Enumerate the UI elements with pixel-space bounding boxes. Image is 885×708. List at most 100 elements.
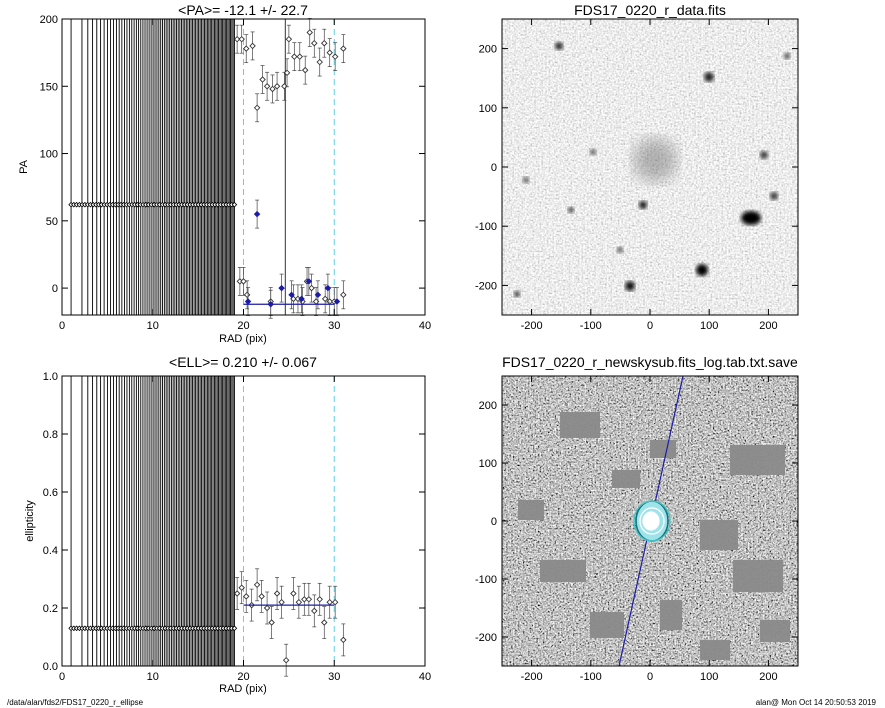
data-image-y-axis: -200 -100 0 100 200 xyxy=(475,44,798,292)
highlight-point xyxy=(333,298,341,305)
pa-x-axis: 0 10 20 30 40 xyxy=(59,19,431,332)
data-point xyxy=(269,85,276,93)
data-point xyxy=(282,656,290,664)
x-tick-label: 0 xyxy=(59,320,65,332)
skysub-image-x-axis: -200 -100 0 100 200 xyxy=(521,376,778,683)
ell-x-axis: 0 10 20 30 40 xyxy=(59,376,431,683)
data-point xyxy=(273,83,281,90)
data-point xyxy=(291,53,298,60)
data-point xyxy=(263,604,271,612)
data-point xyxy=(340,45,347,52)
y-tick-label: -200 xyxy=(475,632,497,644)
y-tick-label: 0.2 xyxy=(43,603,58,615)
x-tick-label: 30 xyxy=(328,320,340,332)
data-point xyxy=(263,83,271,90)
x-tick-label: 40 xyxy=(419,320,431,332)
pa-plot-area xyxy=(68,18,347,319)
data-point xyxy=(306,29,313,36)
data-point xyxy=(242,593,250,600)
data-point xyxy=(249,42,256,50)
x-tick-label: 40 xyxy=(419,671,431,683)
x-tick-label: -100 xyxy=(580,320,602,332)
data-point xyxy=(331,53,339,60)
skysub-image xyxy=(502,376,798,666)
x-tick-label: -200 xyxy=(521,320,543,332)
data-point xyxy=(340,291,347,299)
pa-y-axis: 0 50 100 150 200 xyxy=(40,14,425,295)
highlight-point xyxy=(324,284,332,292)
ell-x-label: RAD (pix) xyxy=(219,683,267,695)
data-point xyxy=(340,636,347,644)
x-tick-label: -100 xyxy=(580,671,602,683)
pa-x-label: RAD (pix) xyxy=(219,333,267,345)
data-point xyxy=(311,39,318,47)
x-tick-label: 10 xyxy=(147,671,159,683)
x-tick-label: 20 xyxy=(237,320,249,332)
y-tick-label: -100 xyxy=(475,221,497,233)
data-point xyxy=(238,584,245,591)
y-tick-label: 100 xyxy=(40,149,58,161)
data-point xyxy=(268,619,275,626)
data-point xyxy=(326,598,333,606)
y-tick-label: 50 xyxy=(46,216,58,228)
data-point xyxy=(326,49,333,56)
pa-panel: <PA>= -12.1 +/- 22.7 0 10 20 30 40 0 50 100 150… xyxy=(18,2,431,345)
isophote-contours xyxy=(633,500,671,542)
data-point xyxy=(278,598,285,606)
data-point xyxy=(321,619,328,626)
highlight-point xyxy=(305,278,313,285)
data-image-x-axis: -200 -100 0 100 200 xyxy=(521,19,778,332)
y-tick-label: 0.8 xyxy=(43,429,58,441)
data-point xyxy=(316,596,323,603)
ell-plot-area xyxy=(68,376,347,677)
highlight-point xyxy=(314,291,322,299)
inner-point xyxy=(231,201,238,208)
data-point xyxy=(312,298,320,305)
y-tick-label: -200 xyxy=(475,280,497,292)
data-point xyxy=(301,66,309,74)
data-point xyxy=(290,590,297,597)
x-tick-label: 100 xyxy=(700,320,718,332)
data-image xyxy=(502,19,798,315)
pa-title: <PA>= -12.1 +/- 22.7 xyxy=(178,2,308,18)
highlight-point xyxy=(278,284,285,292)
data-point xyxy=(242,45,250,52)
data-point xyxy=(240,278,247,285)
pa-y-label: PA xyxy=(18,159,30,174)
y-tick-label: 150 xyxy=(40,81,58,93)
data-image-title: FDS17_0220_r_data.fits xyxy=(574,2,726,18)
data-point xyxy=(321,39,328,47)
highlight-point xyxy=(253,210,261,218)
data-point xyxy=(321,295,329,303)
data-point xyxy=(311,607,318,615)
y-tick-label: 200 xyxy=(479,400,497,412)
inner-point xyxy=(231,625,238,632)
y-tick-label: 100 xyxy=(479,103,497,115)
data-point xyxy=(238,35,245,43)
x-tick-label: 200 xyxy=(759,671,777,683)
ell-y-label: ellipticity xyxy=(24,500,36,542)
skysub-image-panel: FDS17_0220_r_newskysub.fits_log.tab.txt.… xyxy=(475,354,799,683)
highlight-point xyxy=(288,291,295,299)
data-point xyxy=(283,69,291,77)
y-tick-label: 0 xyxy=(491,516,497,528)
y-tick-label: 0.6 xyxy=(43,487,58,499)
data-point xyxy=(281,83,288,90)
y-tick-label: 100 xyxy=(479,458,497,470)
ell-panel: <ELL>= 0.210 +/- 0.067 0 10 20 30 40 0.00.20… xyxy=(24,354,431,695)
x-tick-label: 100 xyxy=(700,671,718,683)
data-point xyxy=(273,590,281,597)
y-tick-label: 0.4 xyxy=(43,545,58,557)
ell-y-axis: 0.0 0.2 0.4 0.6 0.8 1.0 xyxy=(43,371,425,673)
x-tick-label: 200 xyxy=(759,320,777,332)
y-tick-label: 200 xyxy=(479,44,497,56)
data-image-panel: FDS17_0220_r_data.fits -200 -100 0 100 200 -… xyxy=(475,2,799,332)
data-point xyxy=(253,104,261,112)
x-tick-label: 30 xyxy=(328,671,340,683)
x-tick-label: 0 xyxy=(647,320,653,332)
masked-regions xyxy=(518,412,790,660)
data-point xyxy=(258,593,265,600)
x-tick-label: -200 xyxy=(521,671,543,683)
y-tick-label: 1.0 xyxy=(43,371,58,383)
x-tick-label: 0 xyxy=(59,671,65,683)
